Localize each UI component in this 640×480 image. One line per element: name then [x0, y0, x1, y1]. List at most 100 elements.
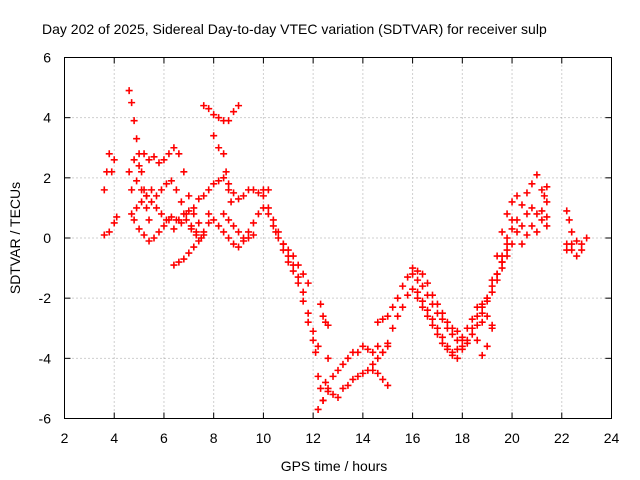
data-point	[414, 267, 422, 275]
data-point	[230, 222, 238, 230]
data-point	[568, 240, 576, 248]
data-point	[503, 234, 511, 242]
data-point	[254, 210, 262, 218]
data-point	[538, 207, 546, 215]
y-axis-label: SDTVAR / TECUs	[7, 182, 23, 294]
data-point	[369, 366, 377, 374]
x-tick-label: 8	[210, 430, 218, 446]
data-point	[508, 198, 516, 206]
data-point	[152, 204, 160, 212]
data-point	[473, 336, 481, 344]
data-point	[428, 300, 436, 308]
data-point	[165, 216, 173, 224]
data-point	[523, 210, 531, 218]
data-point	[324, 387, 332, 395]
data-point	[324, 354, 332, 362]
data-point	[155, 228, 163, 236]
data-point	[108, 168, 116, 176]
y-tick-label: 6	[43, 50, 51, 66]
data-point	[419, 270, 427, 278]
data-point	[135, 162, 143, 170]
data-point	[354, 372, 362, 380]
data-point	[513, 228, 521, 236]
data-point	[210, 132, 218, 140]
data-point	[314, 405, 322, 413]
x-tick-label: 20	[504, 430, 520, 446]
data-point	[235, 243, 243, 251]
data-point	[314, 342, 322, 350]
data-point	[309, 327, 317, 335]
data-point	[473, 312, 481, 320]
y-tick-label: 4	[43, 110, 51, 126]
data-point	[424, 279, 432, 287]
data-point	[334, 366, 342, 374]
data-point	[414, 276, 422, 284]
data-point	[249, 186, 257, 194]
data-point	[205, 105, 213, 113]
data-point	[483, 342, 491, 350]
data-point	[143, 204, 151, 212]
data-point	[160, 156, 168, 164]
data-point	[409, 285, 417, 293]
data-point	[443, 345, 451, 353]
data-point	[488, 282, 496, 290]
data-point	[583, 234, 591, 242]
data-point	[568, 228, 576, 236]
data-point	[284, 258, 292, 266]
data-point	[205, 210, 213, 218]
data-point	[148, 186, 156, 194]
data-point	[344, 381, 352, 389]
data-point	[269, 216, 277, 224]
data-point	[279, 240, 287, 248]
data-point	[374, 318, 382, 326]
data-point	[503, 240, 511, 248]
data-point	[448, 330, 456, 338]
data-point	[190, 204, 198, 212]
data-point	[130, 156, 138, 164]
y-tick-label: -4	[39, 350, 52, 366]
data-point	[175, 258, 183, 266]
data-point	[205, 219, 213, 227]
data-point	[220, 150, 228, 158]
data-point	[409, 270, 417, 278]
data-point	[190, 210, 198, 218]
data-point	[314, 372, 322, 380]
data-point	[339, 384, 347, 392]
data-point	[528, 204, 536, 212]
data-point	[438, 339, 446, 347]
data-point	[304, 318, 312, 326]
data-point	[414, 288, 422, 296]
data-point	[523, 231, 531, 239]
data-point	[187, 222, 195, 230]
data-point	[284, 246, 292, 254]
data-point	[379, 348, 387, 356]
data-point	[185, 207, 193, 215]
data-point	[182, 216, 190, 224]
data-point	[533, 171, 541, 179]
data-point	[503, 210, 511, 218]
x-tick-label: 10	[256, 430, 272, 446]
data-point	[138, 168, 146, 176]
data-point	[399, 282, 407, 290]
data-point	[488, 276, 496, 284]
data-point	[289, 252, 297, 260]
data-point	[339, 360, 347, 368]
data-point	[478, 318, 486, 326]
data-point	[110, 156, 118, 164]
data-point	[384, 381, 392, 389]
data-point	[578, 246, 586, 254]
data-point	[130, 216, 138, 224]
data-point	[244, 234, 252, 242]
data-point	[498, 228, 506, 236]
data-point	[215, 144, 223, 152]
data-point	[235, 102, 243, 110]
data-point	[304, 279, 312, 287]
data-point	[518, 222, 526, 230]
y-tick-label: -2	[39, 290, 52, 306]
data-point	[394, 312, 402, 320]
data-point	[488, 288, 496, 296]
data-point	[125, 87, 133, 95]
data-point	[443, 324, 451, 332]
x-tick-label: 4	[110, 430, 118, 446]
data-point	[227, 198, 235, 206]
